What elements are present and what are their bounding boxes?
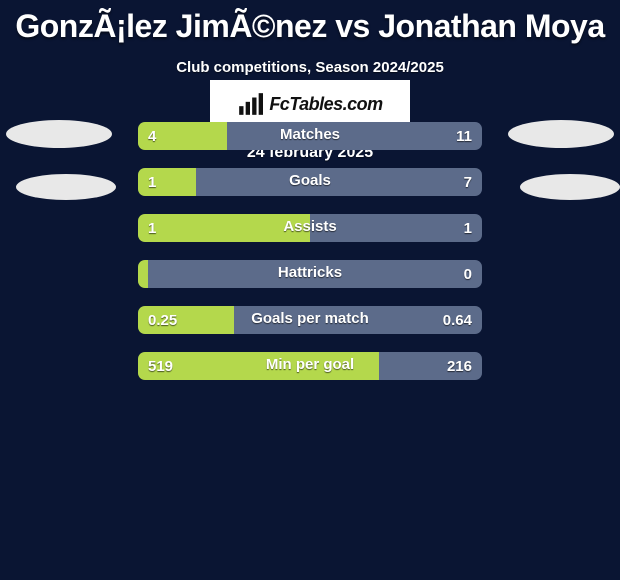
- subtitle: Club competitions, Season 2024/2025: [0, 59, 620, 76]
- player-avatar: [6, 120, 112, 148]
- right-avatars: [500, 120, 620, 226]
- stat-right-value: 1: [464, 220, 472, 237]
- stat-bar: 17Goals: [138, 168, 482, 196]
- stat-bar-left-seg: 0.25: [138, 306, 234, 334]
- stat-right-value: 216: [447, 358, 472, 375]
- player-avatar: [508, 120, 614, 148]
- left-avatars: [0, 120, 120, 226]
- stat-bar-right-seg: 11: [227, 122, 482, 150]
- stat-bar: 0.250.64Goals per match: [138, 306, 482, 334]
- chart-icon: [237, 91, 263, 117]
- stat-left-value: 519: [148, 358, 173, 375]
- stat-left-value: 0.25: [148, 312, 177, 329]
- stat-bar-right-seg: 0.64: [234, 306, 482, 334]
- stat-right-value: 0: [464, 266, 472, 283]
- stat-left-value: 1: [148, 174, 156, 191]
- stat-left-value: 1: [148, 220, 156, 237]
- stat-bar-left-seg: 1: [138, 168, 196, 196]
- stat-bar: 411Matches: [138, 122, 482, 150]
- stat-bar-right-seg: 1: [310, 214, 482, 242]
- comparison-bars: 411Matches17Goals11Assists00Hattricks0.2…: [138, 122, 482, 398]
- stat-left-value: 4: [148, 128, 156, 145]
- stat-bar-right-seg: 7: [196, 168, 482, 196]
- stat-bar-left-seg: 0: [138, 260, 148, 288]
- stat-bar-left-seg: 519: [138, 352, 379, 380]
- stat-right-value: 11: [456, 128, 472, 145]
- stat-bar-left-seg: 1: [138, 214, 310, 242]
- stat-bar-left-seg: 4: [138, 122, 227, 150]
- stat-bar: 11Assists: [138, 214, 482, 242]
- team-badge: [16, 174, 116, 200]
- stat-bar: 00Hattricks: [138, 260, 482, 288]
- stat-right-value: 7: [464, 174, 472, 191]
- stat-bar-right-seg: 216: [379, 352, 482, 380]
- source-logo: FcTables.com: [210, 80, 410, 128]
- team-badge: [520, 174, 620, 200]
- logo-text: FcTables.com: [269, 94, 382, 115]
- stat-bar: 519216Min per goal: [138, 352, 482, 380]
- stat-bar-right-seg: 0: [148, 260, 482, 288]
- page-title: GonzÃ¡lez JimÃ©nez vs Jonathan Moya: [0, 0, 620, 45]
- stat-right-value: 0.64: [443, 312, 472, 329]
